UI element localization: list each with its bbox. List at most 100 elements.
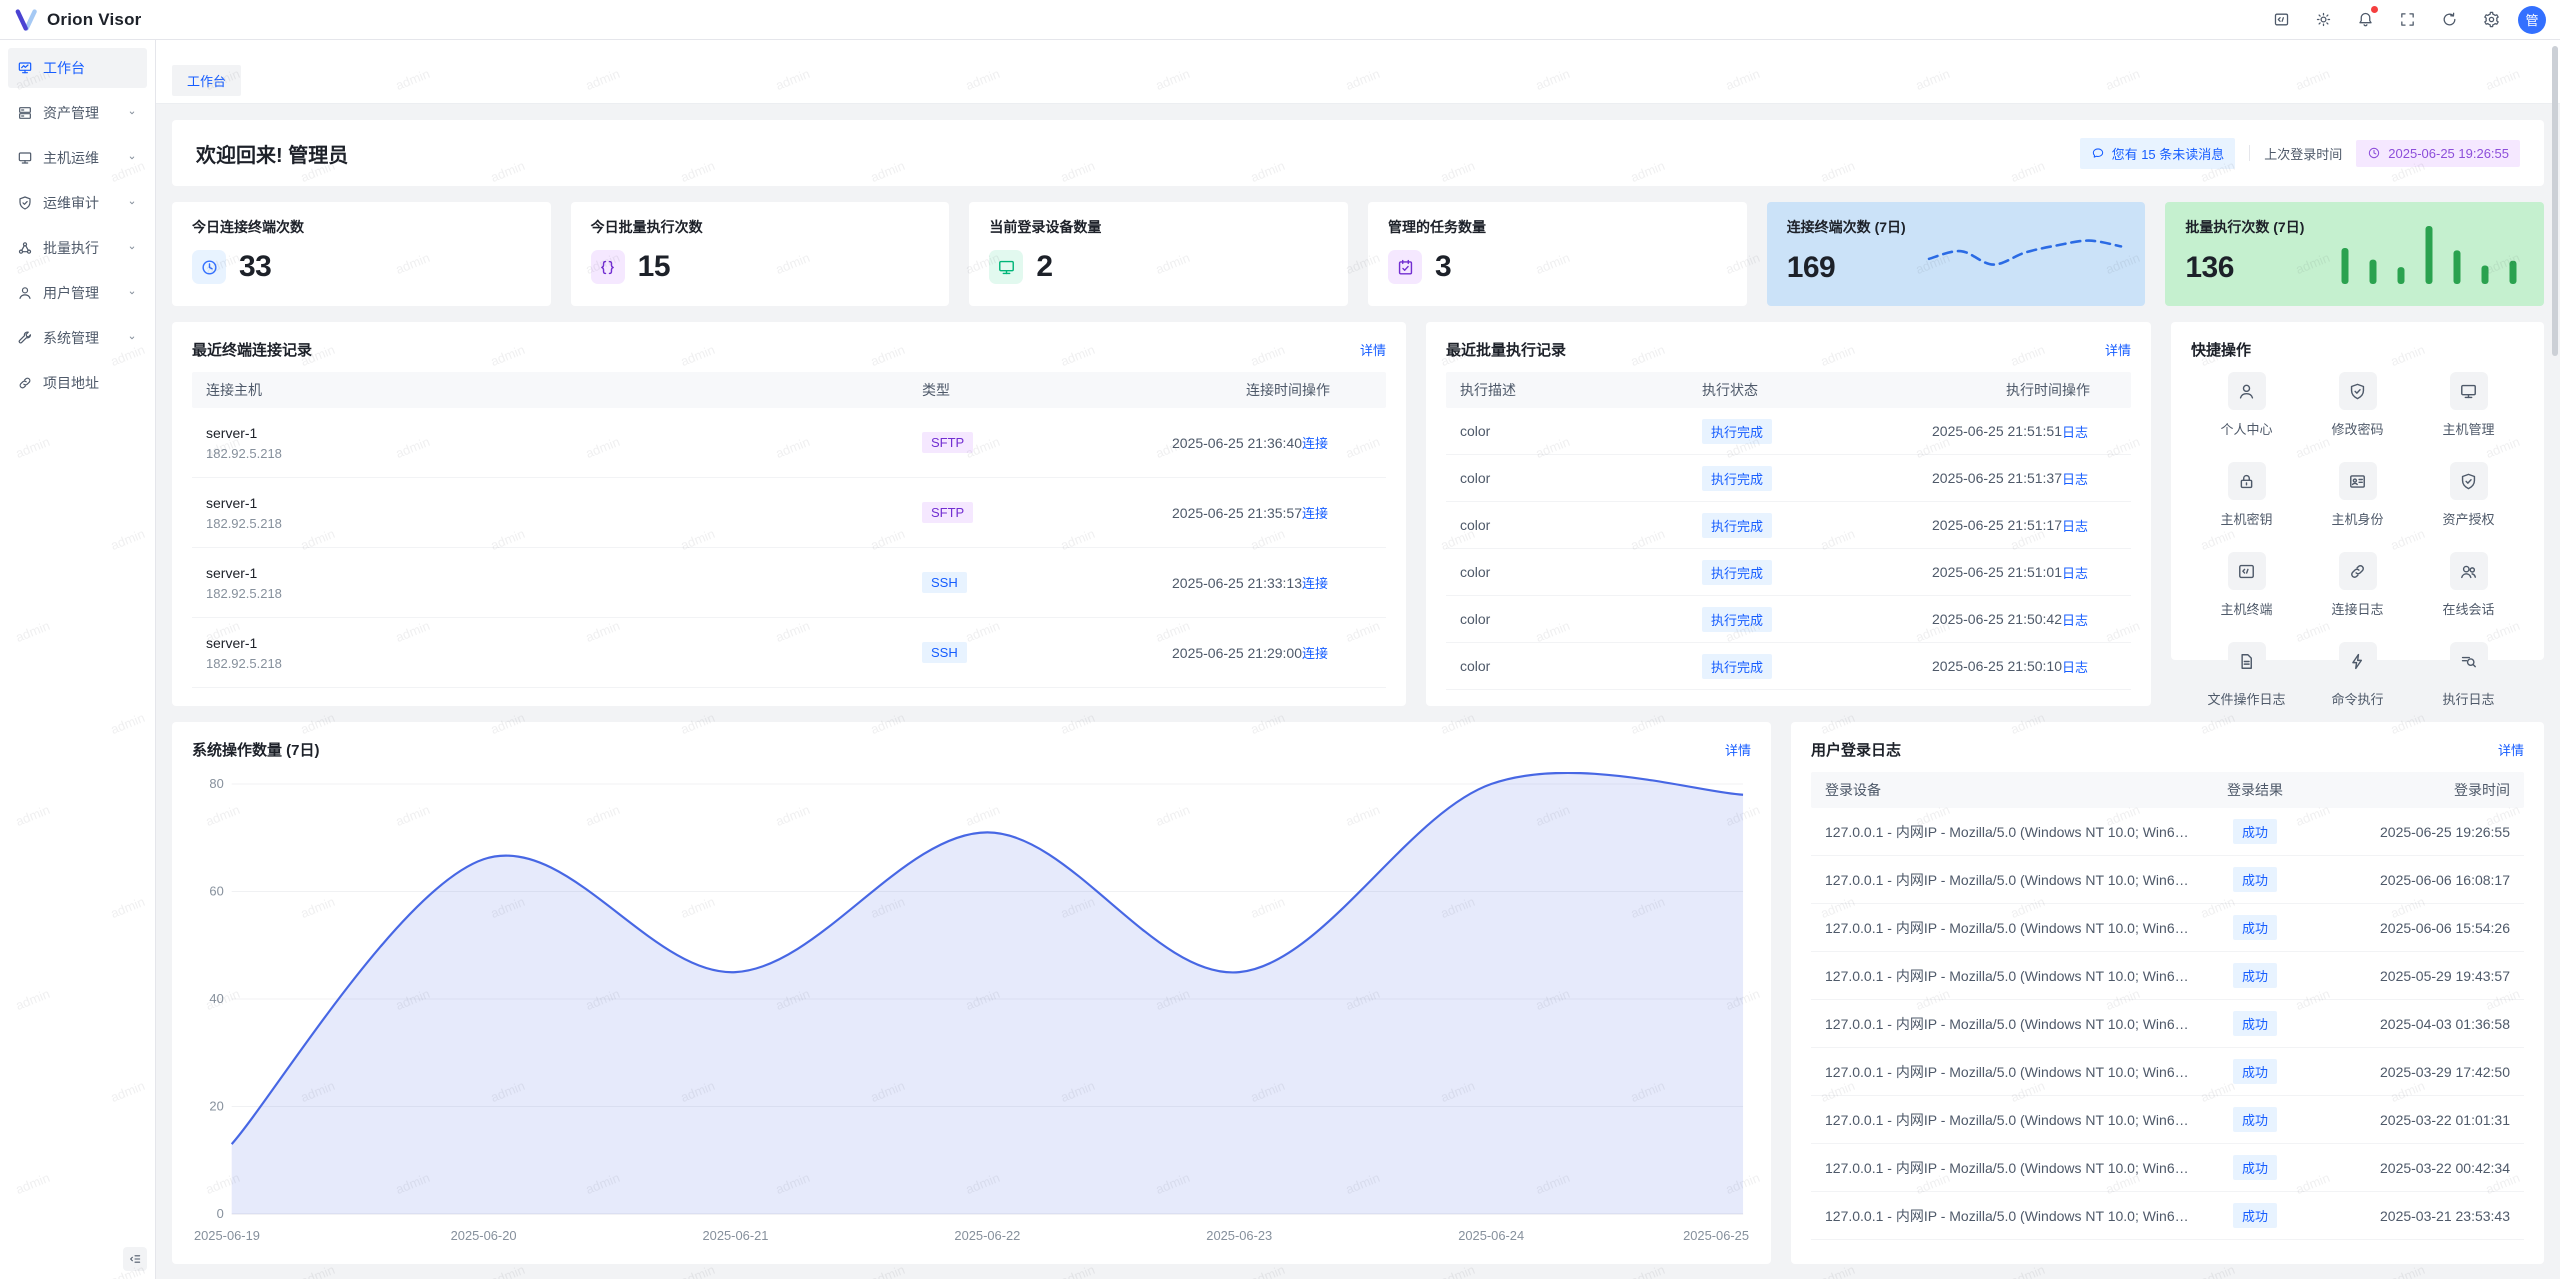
execution-description: color: [1460, 423, 1702, 439]
log-link[interactable]: 日志: [2062, 472, 2088, 487]
panel-title: 最近终端连接记录: [192, 339, 312, 360]
quick-action-online-sessions[interactable]: 在线会话: [2413, 552, 2524, 618]
execution-description: color: [1460, 517, 1702, 533]
svg-text:80: 80: [209, 776, 223, 791]
code-window-button[interactable]: [2266, 5, 2296, 35]
svg-text:2025-06-20: 2025-06-20: [451, 1228, 517, 1243]
batch-execution-row: color执行完成2025-06-25 21:51:17日志: [1446, 502, 2131, 549]
user-icon: [17, 285, 33, 301]
connect-link[interactable]: 连接: [1302, 576, 1328, 591]
quick-action-label: 执行日志: [2442, 689, 2494, 708]
trend-card-value: 169: [1787, 251, 1836, 285]
sidebar-item-label: 资产管理: [43, 103, 116, 123]
connect-link[interactable]: 连接: [1302, 436, 1328, 451]
stat-card-title: 今日连接终端次数: [192, 217, 531, 237]
quick-action-file-operation-logs[interactable]: 文件操作日志: [2191, 642, 2302, 708]
unread-messages-badge[interactable]: 您有 15 条未读消息: [2080, 138, 2236, 169]
quick-action-host-terminal[interactable]: 主机终端: [2191, 552, 2302, 618]
batch-execution-row: color执行完成2025-06-25 21:51:51日志: [1446, 408, 2131, 455]
column-header: 操作: [1302, 380, 1372, 400]
sidebar-item-user-management[interactable]: 用户管理: [8, 273, 147, 313]
sidebar-item-ops-audit[interactable]: 运维审计: [8, 183, 147, 223]
refresh-button[interactable]: [2434, 5, 2464, 35]
fullscreen-button[interactable]: [2392, 5, 2422, 35]
quick-action-host-management[interactable]: 主机管理: [2413, 372, 2524, 438]
login-device: 127.0.0.1 - 内网IP - Mozilla/5.0 (Windows …: [1825, 822, 2195, 842]
search-list-icon: [2459, 652, 2478, 671]
host-ip: 182.92.5.218: [206, 516, 922, 531]
chart-panel-more-link[interactable]: 详情: [1725, 740, 1751, 759]
execution-time: 2025-06-25 21:51:17: [1852, 517, 2062, 533]
menu-fold-icon: [128, 1252, 142, 1266]
sidebar-item-project-link[interactable]: 项目地址: [8, 363, 147, 403]
chevron-down-icon: [126, 197, 138, 209]
notification-button[interactable]: [2350, 5, 2380, 35]
refresh-icon: [2441, 11, 2458, 28]
column-header: 操作: [2062, 380, 2117, 400]
batch-panel-more-link[interactable]: 详情: [2105, 340, 2131, 359]
sidebar-item-host-ops[interactable]: 主机运维: [8, 138, 147, 178]
log-link[interactable]: 日志: [2062, 425, 2088, 440]
svg-text:0: 0: [217, 1206, 224, 1221]
stat-card-current-login-devices: 当前登录设备数量2: [969, 202, 1348, 306]
connect-link[interactable]: 连接: [1302, 506, 1328, 521]
stat-card-title: 今日批量执行次数: [591, 217, 930, 237]
svg-text:2025-06-23: 2025-06-23: [1206, 1228, 1272, 1243]
sidebar-item-batch-execution[interactable]: 批量执行: [8, 228, 147, 268]
batch-icon: [17, 240, 33, 256]
quick-action-label: 资产授权: [2442, 509, 2494, 528]
login-log-row: 127.0.0.1 - 内网IP - Mozilla/5.0 (Windows …: [1811, 904, 2524, 952]
quick-action-label: 主机身份: [2331, 509, 2383, 528]
last-login-time: 2025-06-25 19:26:55: [2388, 146, 2509, 161]
column-header: 执行描述: [1460, 380, 1702, 400]
quick-action-command-execution[interactable]: 命令执行: [2302, 642, 2413, 708]
sidebar-item-system-management[interactable]: 系统管理: [8, 318, 147, 358]
quick-action-asset-authorization[interactable]: 资产授权: [2413, 462, 2524, 528]
quick-action-execution-logs[interactable]: 执行日志: [2413, 642, 2524, 708]
watermark-text: admin: [1058, 1262, 1096, 1279]
sidebar-item-label: 项目地址: [43, 373, 138, 393]
sidebar-item-asset-management[interactable]: 资产管理: [8, 93, 147, 133]
user-avatar[interactable]: 管: [2518, 6, 2546, 34]
sidebar-nav: 工作台资产管理主机运维运维审计批量执行用户管理系统管理项目地址: [0, 48, 155, 403]
log-link[interactable]: 日志: [2062, 613, 2088, 628]
log-link[interactable]: 日志: [2062, 660, 2088, 675]
login-log-row: 127.0.0.1 - 内网IP - Mozilla/5.0 (Windows …: [1811, 1096, 2524, 1144]
quick-action-connection-logs[interactable]: 连接日志: [2302, 552, 2413, 618]
sidebar: 工作台资产管理主机运维运维审计批量执行用户管理系统管理项目地址: [0, 40, 156, 1279]
trend-card-batch-executions-7d: 批量执行次数 (7日)136: [2165, 202, 2544, 306]
welcome-title: 欢迎回来! 管理员: [196, 139, 348, 168]
file-icon: [2237, 652, 2256, 671]
panel-title: 最近批量执行记录: [1446, 339, 1566, 360]
sidebar-item-workbench[interactable]: 工作台: [8, 48, 147, 88]
theme-icon: [2315, 11, 2332, 28]
quick-action-host-keys[interactable]: 主机密钥: [2191, 462, 2302, 528]
login-log-table: 登录设备登录结果登录时间127.0.0.1 - 内网IP - Mozilla/5…: [1811, 772, 2524, 1240]
task-icon: [1396, 258, 1415, 277]
watermark-text: admin: [1628, 1262, 1666, 1279]
watermark-text: admin: [298, 1262, 336, 1279]
breadcrumb[interactable]: 工作台: [172, 65, 241, 96]
watermark-text: admin: [1438, 1262, 1476, 1279]
log-link[interactable]: 日志: [2062, 519, 2088, 534]
connect-time: 2025-06-25 21:35:57: [1052, 505, 1302, 521]
theme-button[interactable]: [2308, 5, 2338, 35]
sidebar-collapse-button[interactable]: [123, 1247, 147, 1271]
login-log-row: 127.0.0.1 - 内网IP - Mozilla/5.0 (Windows …: [1811, 1048, 2524, 1096]
page-scrollbar[interactable]: [2552, 46, 2558, 356]
settings-button[interactable]: [2476, 5, 2506, 35]
connect-link[interactable]: 连接: [1302, 646, 1328, 661]
watermark-text: admin: [868, 1262, 906, 1279]
batch-7d-bar-chart: [2334, 218, 2524, 284]
quick-action-profile[interactable]: 个人中心: [2191, 372, 2302, 438]
quick-actions-grid: 个人中心修改密码主机管理主机密钥主机身份 资产授权主机终端连接日志在线会话文件操作…: [2191, 372, 2524, 708]
quick-action-change-password[interactable]: 修改密码: [2302, 372, 2413, 438]
sidebar-item-label: 用户管理: [43, 283, 116, 303]
login-panel-more-link[interactable]: 详情: [2498, 740, 2524, 759]
log-link[interactable]: 日志: [2062, 566, 2088, 581]
execution-time: 2025-06-25 21:51:37: [1852, 470, 2062, 486]
svg-text:2025-06-19: 2025-06-19: [194, 1228, 260, 1243]
quick-action-host-identities[interactable]: 主机身份: [2302, 462, 2413, 528]
monitor-icon: [997, 258, 1016, 277]
terminal-panel-more-link[interactable]: 详情: [1360, 340, 1386, 359]
